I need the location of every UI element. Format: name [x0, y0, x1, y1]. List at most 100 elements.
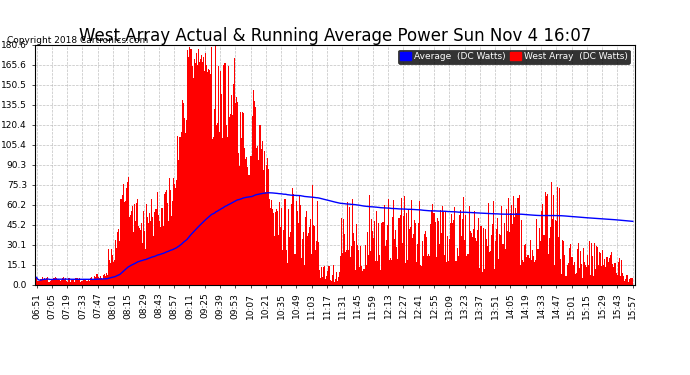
Bar: [186, 120, 188, 285]
Bar: [397, 260, 399, 285]
Bar: [506, 231, 508, 285]
Bar: [632, 278, 633, 285]
Bar: [380, 270, 381, 285]
Bar: [146, 204, 147, 285]
Bar: [208, 69, 209, 285]
Bar: [270, 200, 272, 285]
Bar: [305, 217, 306, 285]
Bar: [192, 66, 193, 285]
Bar: [618, 262, 619, 285]
Bar: [587, 255, 588, 285]
Bar: [246, 156, 247, 285]
Bar: [228, 117, 230, 285]
Bar: [316, 242, 317, 285]
Bar: [88, 282, 90, 285]
Bar: [43, 279, 44, 285]
Bar: [487, 246, 488, 285]
Bar: [97, 274, 98, 285]
Bar: [137, 199, 138, 285]
Bar: [583, 248, 584, 285]
Bar: [368, 195, 370, 285]
Bar: [58, 279, 59, 285]
Bar: [220, 71, 221, 285]
Bar: [564, 255, 565, 285]
Text: Copyright 2018 Cartronics.com: Copyright 2018 Cartronics.com: [7, 36, 148, 45]
Bar: [602, 251, 603, 285]
Bar: [462, 219, 464, 285]
Bar: [318, 242, 319, 285]
Bar: [46, 278, 48, 285]
Bar: [130, 215, 131, 285]
Bar: [615, 273, 617, 285]
Bar: [138, 225, 139, 285]
Bar: [385, 246, 386, 285]
Bar: [129, 217, 130, 285]
Bar: [466, 256, 468, 285]
Bar: [41, 279, 42, 285]
Bar: [148, 223, 149, 285]
Bar: [393, 200, 395, 285]
Bar: [377, 261, 378, 285]
Bar: [273, 213, 274, 285]
Bar: [128, 177, 129, 285]
Bar: [341, 218, 342, 285]
Bar: [588, 266, 589, 285]
Bar: [222, 138, 224, 285]
Bar: [383, 222, 384, 285]
Bar: [184, 118, 186, 285]
Bar: [357, 245, 358, 285]
Bar: [67, 282, 68, 285]
Bar: [284, 200, 285, 285]
Bar: [622, 273, 623, 285]
Bar: [141, 223, 142, 285]
Bar: [286, 250, 287, 285]
Bar: [585, 265, 586, 285]
Bar: [37, 280, 38, 285]
Bar: [423, 256, 424, 285]
Bar: [297, 223, 299, 285]
Bar: [71, 280, 72, 285]
Bar: [395, 230, 397, 285]
Bar: [161, 208, 163, 285]
Bar: [195, 63, 196, 285]
Title: West Array Actual & Running Average Power Sun Nov 4 16:07: West Array Actual & Running Average Powe…: [79, 27, 591, 45]
Bar: [598, 265, 600, 285]
Bar: [488, 204, 489, 285]
Bar: [278, 235, 279, 285]
Bar: [580, 251, 581, 285]
Bar: [279, 201, 280, 285]
Bar: [177, 136, 178, 285]
Bar: [626, 275, 627, 285]
Bar: [482, 272, 483, 285]
Bar: [611, 264, 613, 285]
Bar: [531, 260, 533, 285]
Bar: [125, 201, 126, 285]
Bar: [410, 227, 411, 285]
Bar: [205, 53, 206, 285]
Bar: [190, 49, 192, 285]
Bar: [335, 272, 337, 285]
Bar: [210, 74, 211, 285]
Bar: [445, 212, 446, 285]
Bar: [440, 210, 441, 285]
Bar: [352, 199, 353, 285]
Bar: [309, 227, 310, 285]
Bar: [600, 253, 602, 285]
Bar: [219, 132, 220, 285]
Bar: [164, 194, 165, 285]
Bar: [556, 221, 557, 285]
Bar: [63, 277, 64, 285]
Bar: [435, 256, 437, 285]
Bar: [498, 259, 500, 285]
Bar: [224, 63, 226, 285]
Bar: [375, 261, 376, 285]
Bar: [490, 251, 491, 285]
Bar: [194, 59, 195, 285]
Bar: [119, 241, 121, 285]
Bar: [324, 266, 326, 285]
Bar: [306, 211, 307, 285]
Bar: [535, 260, 536, 285]
Bar: [199, 62, 200, 285]
Bar: [113, 262, 115, 285]
Bar: [173, 178, 174, 285]
